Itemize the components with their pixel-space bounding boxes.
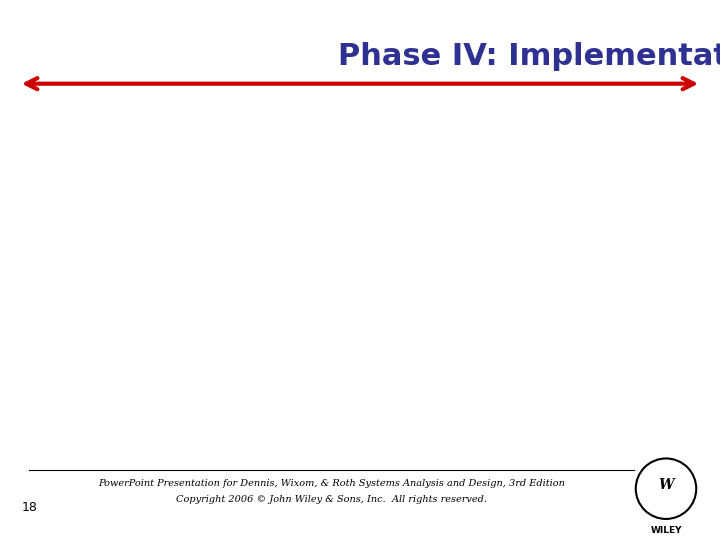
Text: Phase IV: Implementation: Phase IV: Implementation	[338, 42, 720, 71]
Text: 18: 18	[22, 501, 37, 514]
Text: Copyright 2006 © John Wiley & Sons, Inc.  All rights reserved.: Copyright 2006 © John Wiley & Sons, Inc.…	[176, 495, 487, 504]
Text: W: W	[658, 478, 674, 492]
Text: PowerPoint Presentation for Dennis, Wixom, & Roth Systems Analysis and Design, 3: PowerPoint Presentation for Dennis, Wixo…	[98, 479, 564, 488]
Text: WILEY: WILEY	[650, 526, 682, 535]
